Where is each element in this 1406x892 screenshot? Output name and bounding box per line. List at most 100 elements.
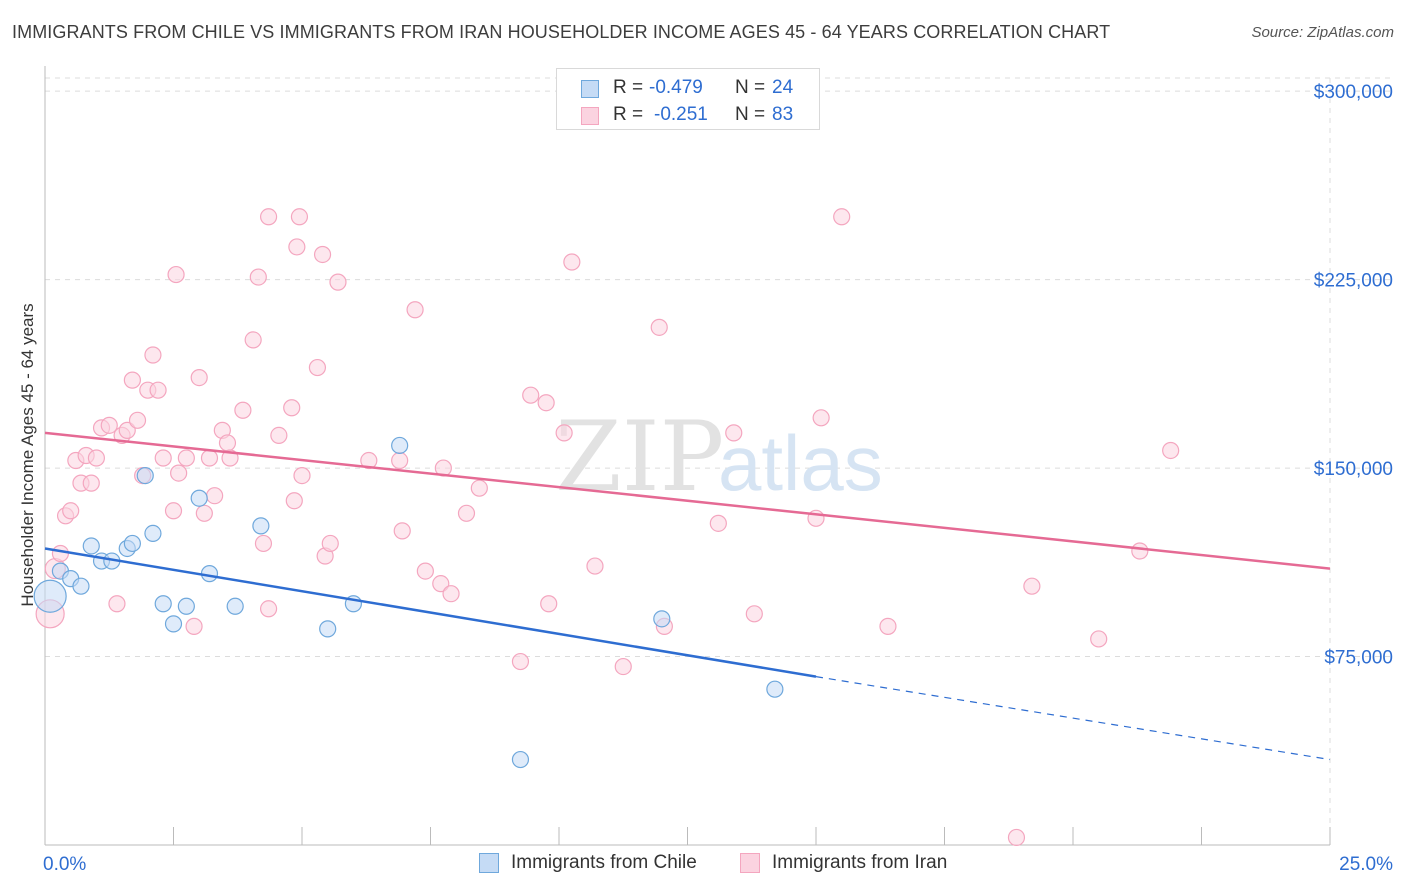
- y-tick-label: $225,000: [1314, 271, 1393, 292]
- iran-point: [218, 434, 237, 452]
- iran-point: [144, 346, 162, 364]
- iran-point: [1131, 542, 1149, 560]
- iran-point: [149, 381, 167, 399]
- iran-point: [1007, 828, 1026, 847]
- iran-point: [360, 451, 378, 470]
- iran-point: [709, 514, 727, 532]
- chart-title: IMMIGRANTS FROM CHILE VS IMMIGRANTS FROM…: [12, 22, 1111, 42]
- iran-point: [540, 595, 558, 613]
- iran-point: [313, 245, 332, 264]
- iran-point: [128, 411, 147, 429]
- chile-point: [319, 620, 337, 638]
- y-tick-label: $75,000: [1324, 648, 1393, 669]
- iran-point: [285, 492, 303, 510]
- iran-point: [206, 487, 224, 505]
- iran-swatch: [740, 853, 760, 873]
- iran-point: [406, 301, 424, 319]
- iran-point: [100, 416, 118, 434]
- trend-lines: [44, 431, 1331, 761]
- chile-trend-line: [44, 547, 817, 678]
- legend-label-iran: Immigrants from Iran: [772, 852, 948, 873]
- iran-point: [185, 617, 203, 635]
- iran-point: [833, 208, 851, 226]
- iran-point: [391, 451, 409, 470]
- chile-point: [766, 680, 784, 698]
- iran-point: [432, 575, 450, 593]
- iran-point: [511, 652, 530, 671]
- iran-point: [123, 371, 141, 389]
- chile-point: [164, 615, 183, 633]
- n-label: N =: [735, 77, 766, 98]
- iran-point: [416, 562, 434, 580]
- chile-point: [190, 489, 208, 507]
- iran-point: [190, 369, 208, 387]
- r-value: -0.479: [649, 77, 703, 98]
- x-tick-labels: 0.0% 25.0%: [43, 854, 1393, 875]
- iran-point: [154, 449, 172, 467]
- iran-point: [1090, 630, 1108, 648]
- chile-swatch: [479, 853, 499, 873]
- iran-point: [167, 265, 185, 284]
- watermark-atlas: atlas: [718, 419, 883, 507]
- iran-point: [650, 318, 668, 336]
- iran-point: [200, 449, 219, 467]
- x-tick-label: 0.0%: [43, 854, 86, 875]
- y-tick-label: $150,000: [1314, 459, 1393, 480]
- iran-swatch: [581, 107, 599, 125]
- iran-point: [555, 424, 573, 442]
- iran-point: [254, 534, 273, 553]
- chile-trend-extension: [815, 676, 1331, 761]
- chile-point: [511, 750, 530, 769]
- y-tick-labels: $75,000 $150,000 $225,000 $300,000: [1314, 82, 1393, 668]
- iran-trend-line: [44, 431, 1331, 570]
- n-value: 83: [772, 104, 794, 125]
- chile-point: [136, 467, 154, 485]
- r-value: -0.251: [654, 104, 708, 125]
- iran-point: [812, 409, 830, 427]
- iran-point: [87, 449, 106, 467]
- iran-point: [586, 557, 604, 575]
- grid-lines: [45, 77, 1395, 845]
- iran-point: [537, 394, 555, 412]
- y-axis-title: Householder Income Ages 45 - 64 years: [18, 303, 37, 607]
- n-label: N =: [735, 104, 766, 125]
- chile-point: [154, 595, 172, 613]
- series-iran-points: [35, 208, 1180, 847]
- iran-point: [879, 617, 897, 635]
- iran-point: [1023, 577, 1041, 595]
- stats-legend: R = -0.479 N = 24 R = -0.251 N = 83: [556, 68, 820, 130]
- legend-label-chile: Immigrants from Chile: [511, 852, 697, 873]
- iran-point: [62, 502, 80, 520]
- iran-point: [563, 253, 581, 271]
- iran-point: [614, 657, 632, 676]
- iran-point: [290, 208, 309, 226]
- iran-point: [259, 208, 278, 226]
- iran-point: [393, 522, 411, 540]
- r-label: R =: [613, 104, 644, 125]
- chile-point: [200, 565, 219, 583]
- iran-point: [745, 605, 763, 623]
- iran-point: [725, 424, 743, 442]
- iran-point: [244, 331, 262, 349]
- chile-point: [72, 577, 90, 595]
- iran-point: [308, 358, 327, 377]
- iran-point: [1162, 441, 1180, 460]
- iran-point: [522, 386, 540, 404]
- iran-point: [118, 421, 136, 439]
- chile-point: [391, 436, 409, 455]
- iran-point: [108, 595, 126, 613]
- chile-swatch: [581, 80, 599, 98]
- chile-point: [653, 610, 671, 628]
- n-value: 24: [772, 77, 794, 98]
- iran-point: [195, 504, 213, 522]
- iran-point: [283, 399, 301, 417]
- chile-point: [144, 524, 162, 543]
- iran-point: [442, 585, 460, 603]
- chile-point: [177, 597, 195, 615]
- chile-point: [226, 597, 244, 615]
- iran-point: [293, 467, 311, 485]
- iran-point: [457, 504, 476, 522]
- iran-point: [51, 544, 70, 563]
- iran-point: [259, 600, 278, 618]
- iran-point: [270, 426, 288, 444]
